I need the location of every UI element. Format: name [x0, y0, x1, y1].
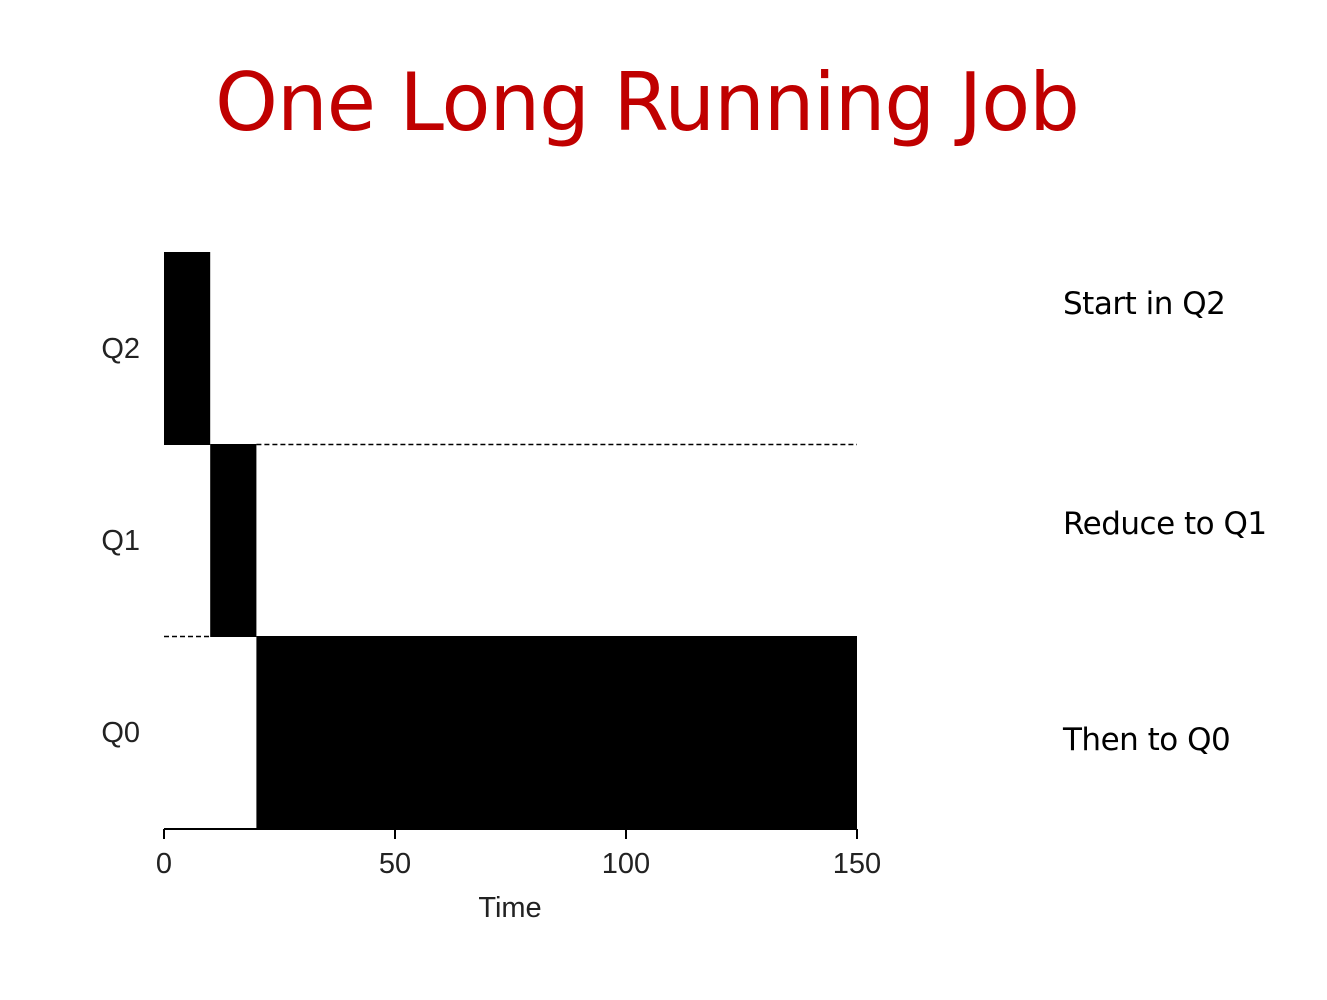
y-label-q2: Q2 [101, 333, 140, 365]
annotation-then-q0: Then to Q0 [1063, 722, 1231, 758]
mlfq-chart: 0 50 100 150 Q2 Q1 Q0 Time [101, 252, 881, 924]
plot-boundaries [164, 443, 857, 638]
y-label-q0: Q0 [101, 717, 140, 749]
annotation-start-q2: Start in Q2 [1063, 286, 1226, 322]
bar-q1 [210, 444, 257, 637]
x-tick-label-0: 0 [156, 848, 172, 880]
y-label-q1: Q1 [101, 525, 140, 557]
plot-bars [164, 252, 857, 829]
y-axis-labels: Q2 Q1 Q0 [101, 333, 140, 749]
bar-q2 [164, 252, 211, 445]
x-axis: 0 50 100 150 [156, 828, 881, 880]
x-tick-label-100: 100 [602, 848, 650, 880]
bar-q0 [256, 636, 857, 829]
slide-title: One Long Running Job [215, 56, 1080, 149]
x-axis-label: Time [478, 892, 541, 924]
x-tick-label-50: 50 [379, 848, 411, 880]
x-tick-label-150: 150 [833, 848, 881, 880]
annotation-reduce-q1: Reduce to Q1 [1063, 506, 1267, 542]
